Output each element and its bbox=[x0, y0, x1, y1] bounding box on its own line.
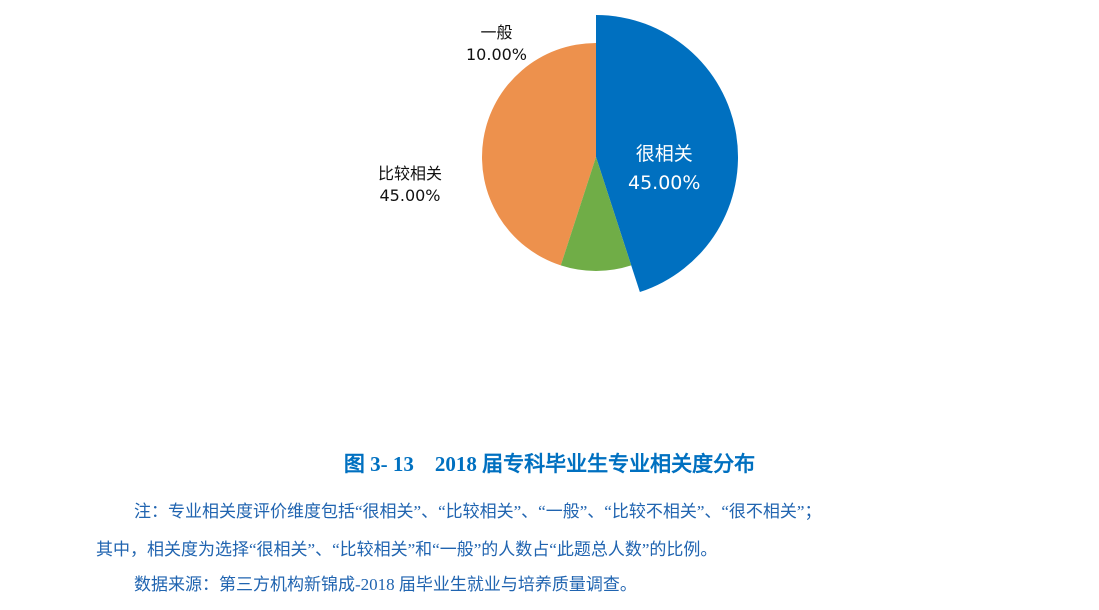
label-average-name: 一般 bbox=[480, 23, 513, 42]
slice-average bbox=[560, 157, 632, 271]
note-line-1: 注：专业相关度评价维度包括“很相关”、“比较相关”、“一般”、“比较不相关”、“… bbox=[134, 502, 822, 521]
figure-caption: 图 3- 13 2018 届专科毕业生专业相关度分布 bbox=[343, 452, 756, 476]
note-line-2: 其中，相关度为选择“很相关”、“比较相关”和“一般”的人数占“此题总人数”的比例… bbox=[96, 540, 718, 559]
label-average-value: 10.00% bbox=[466, 45, 528, 64]
label-average: 一般 10.00% bbox=[466, 22, 527, 66]
label-very-relevant-name: 很相关 bbox=[635, 143, 693, 165]
slice-relatively-relevant bbox=[482, 43, 596, 266]
source-line: 数据来源：第三方机构新锦成-2018 届毕业生就业与培养质量调查。 bbox=[134, 575, 637, 594]
label-relatively-relevant: 比较相关 45.00% bbox=[378, 163, 442, 207]
label-relatively-relevant-name: 比较相关 bbox=[378, 164, 443, 183]
pie-chart bbox=[482, 15, 738, 293]
label-very-relevant-value: 45.00% bbox=[628, 172, 701, 194]
slice-very-relevant bbox=[596, 15, 738, 293]
label-very-relevant: 很相关 45.00% bbox=[628, 140, 700, 198]
label-relatively-relevant-value: 45.00% bbox=[379, 186, 441, 205]
